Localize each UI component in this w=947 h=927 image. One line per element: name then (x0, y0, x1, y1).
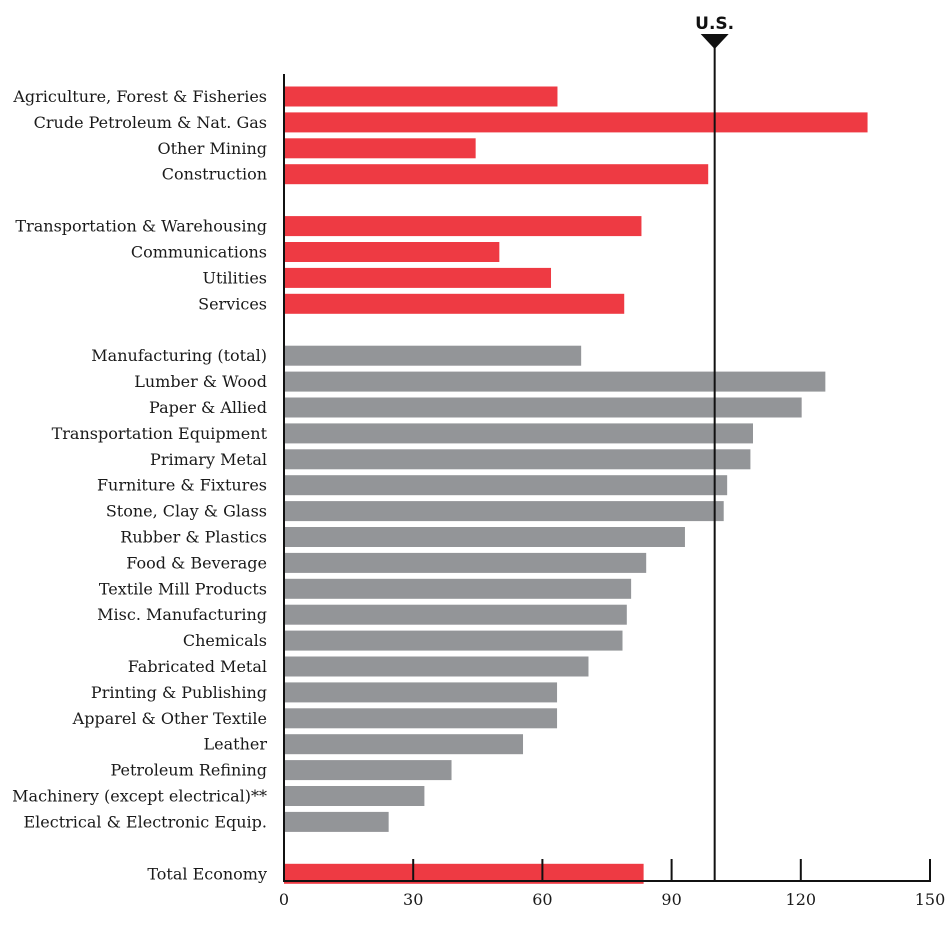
category-label: Leather (204, 735, 268, 754)
category-label: Transportation & Warehousing (15, 217, 267, 236)
category-label: Stone, Clay & Glass (106, 502, 267, 521)
category-label: Services (198, 294, 267, 313)
category-label: Other Mining (157, 139, 267, 158)
category-label: Rubber & Plastics (120, 528, 267, 547)
category-label: Primary Metal (150, 450, 267, 469)
bar (284, 760, 452, 781)
bar (284, 552, 647, 573)
category-label: Furniture & Fixtures (97, 476, 267, 495)
x-tick-label: 0 (279, 890, 289, 909)
x-tick-label: 120 (786, 890, 817, 909)
bar (284, 164, 709, 185)
bar (284, 293, 625, 314)
category-label: Lumber & Wood (134, 372, 267, 391)
x-tick-label: 30 (403, 890, 423, 909)
bar (284, 475, 728, 496)
bar (284, 112, 868, 133)
bar (284, 863, 644, 884)
category-label: Crude Petroleum & Nat. Gas (34, 113, 267, 132)
bar (284, 656, 589, 677)
category-label: Agriculture, Forest & Fisheries (12, 87, 267, 106)
bar (284, 449, 751, 470)
bar (284, 630, 623, 651)
bar (284, 527, 685, 547)
category-label: Machinery (except electrical)** (12, 787, 267, 806)
bar (284, 138, 476, 159)
category-label: Textile Mill Products (99, 579, 267, 598)
category-label: Fabricated Metal (128, 657, 267, 676)
x-tick-label: 90 (661, 890, 681, 909)
bar (284, 397, 802, 418)
bar (284, 267, 552, 288)
bar (284, 682, 558, 703)
bar (284, 578, 632, 599)
category-label: Printing & Publishing (91, 683, 267, 702)
bar (284, 423, 753, 444)
x-tick-label: 60 (532, 890, 552, 909)
category-label: Misc. Manufacturing (97, 605, 267, 624)
bar (284, 811, 389, 832)
bar (284, 371, 826, 392)
category-label: Transportation Equipment (52, 424, 268, 443)
bars-layer (284, 86, 868, 884)
category-label: Food & Beverage (126, 553, 267, 572)
category-label: Electrical & Electronic Equip. (23, 812, 267, 831)
category-label: Manufacturing (total) (91, 346, 267, 365)
bar (284, 242, 500, 262)
category-label: Communications (131, 243, 267, 262)
category-label: Petroleum Refining (110, 761, 267, 780)
bar (284, 345, 582, 366)
bar (284, 786, 425, 806)
bar (284, 216, 642, 237)
bar (284, 604, 627, 625)
bar (284, 86, 558, 107)
bar (284, 708, 558, 729)
category-label: Apparel & Other Textile (72, 709, 267, 728)
bar (284, 501, 724, 522)
us-reference-label: U.S. (695, 14, 734, 34)
category-labels: Agriculture, Forest & Fisheries Crude Pet… (12, 87, 267, 883)
category-label: Utilities (203, 268, 268, 287)
x-axis-ticks: 0 30 60 90 120 150 (279, 859, 945, 909)
bar (284, 734, 524, 755)
x-tick-label: 150 (915, 890, 946, 909)
category-label: Construction (162, 165, 267, 184)
category-label: Paper & Allied (149, 398, 267, 417)
category-label: Chemicals (183, 631, 267, 650)
us-reference-marker-icon (700, 34, 729, 49)
category-label: Total Economy (147, 864, 267, 883)
